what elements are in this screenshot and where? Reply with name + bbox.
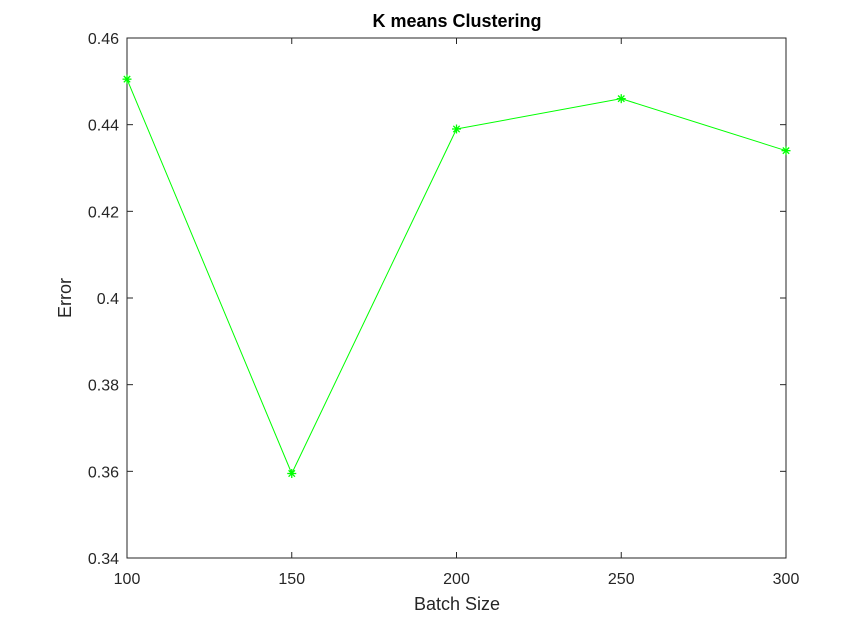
y-tick-label: 0.46 (88, 31, 119, 48)
y-tick-label: 0.4 (97, 291, 119, 308)
y-tick-label: 0.38 (88, 378, 119, 395)
x-tick-label: 250 (608, 571, 635, 588)
data-point (122, 74, 132, 84)
data-point (452, 124, 461, 134)
x-tick-label: 200 (443, 571, 470, 588)
y-tick-label: 0.36 (88, 464, 119, 481)
x-tick-label: 100 (114, 571, 141, 588)
y-tick-label: 0.34 (88, 551, 119, 568)
data-point (781, 146, 791, 156)
data-point (287, 469, 297, 478)
y-tick-label: 0.44 (88, 118, 119, 135)
x-axis: 100 150 200 250 300 (114, 38, 800, 588)
series-layer (122, 74, 791, 478)
y-tick-label: 0.42 (88, 204, 119, 221)
x-axis-label: Batch Size (414, 594, 500, 614)
x-tick-label: 300 (773, 571, 800, 588)
y-axis-label: Error (55, 278, 75, 318)
y-axis: 0.34 0.36 0.38 0.4 0.42 0.44 0.46 (88, 31, 786, 568)
x-tick-label: 150 (278, 571, 305, 588)
data-point (616, 94, 626, 104)
plot-area (126, 37, 787, 559)
chart-title: K means Clustering (372, 11, 541, 31)
